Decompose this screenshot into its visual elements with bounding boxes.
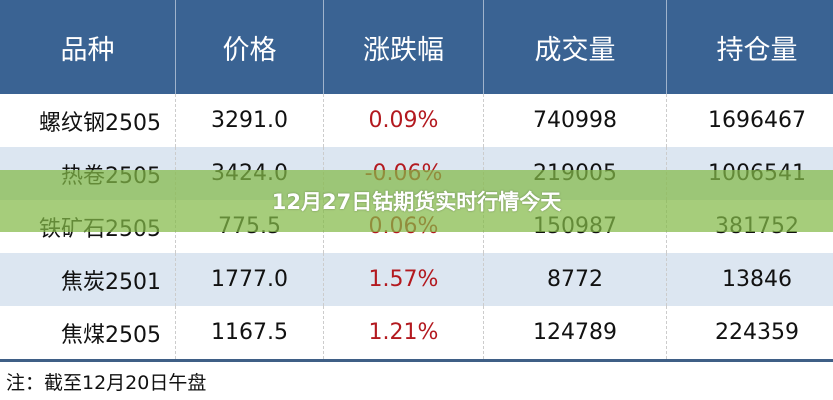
title-banner: 12月27日钴期货实时行情今天 — [0, 170, 833, 232]
variety-cell: 焦炭2501 — [0, 253, 176, 306]
table-header-row: 品种 价格 涨跌幅 成交量 持仓量 — [0, 0, 833, 94]
open-interest-cell: 13846 — [666, 253, 833, 306]
variety-cell: 螺纹钢2505 — [0, 94, 176, 147]
price-cell: 1167.5 — [175, 306, 324, 359]
column-header: 成交量 — [483, 0, 667, 94]
column-header: 品种 — [0, 0, 176, 94]
volume-cell: 8772 — [483, 253, 667, 306]
change-cell: 0.09% — [323, 94, 484, 147]
change-cell: 1.57% — [323, 253, 484, 306]
change-cell: 1.21% — [323, 306, 484, 359]
table-bottom-rule — [0, 359, 833, 362]
table-row: 焦煤2505 1167.5 1.21% 124789 224359 — [0, 306, 833, 359]
column-header: 价格 — [175, 0, 324, 94]
table-row: 螺纹钢2505 3291.0 0.09% 740998 1696467 — [0, 94, 833, 147]
open-interest-cell: 224359 — [666, 306, 833, 359]
variety-cell: 焦煤2505 — [0, 306, 176, 359]
banner-title: 12月27日钴期货实时行情今天 — [271, 190, 562, 214]
table-row: 焦炭2501 1777.0 1.57% 8772 13846 — [0, 253, 833, 306]
open-interest-cell: 1696467 — [666, 94, 833, 147]
volume-cell: 124789 — [483, 306, 667, 359]
price-cell: 3291.0 — [175, 94, 324, 147]
price-cell: 1777.0 — [175, 253, 324, 306]
footnote: 注：截至12月20日午盘 — [6, 372, 207, 394]
volume-cell: 740998 — [483, 94, 667, 147]
column-header: 持仓量 — [666, 0, 833, 94]
column-header: 涨跌幅 — [323, 0, 484, 94]
